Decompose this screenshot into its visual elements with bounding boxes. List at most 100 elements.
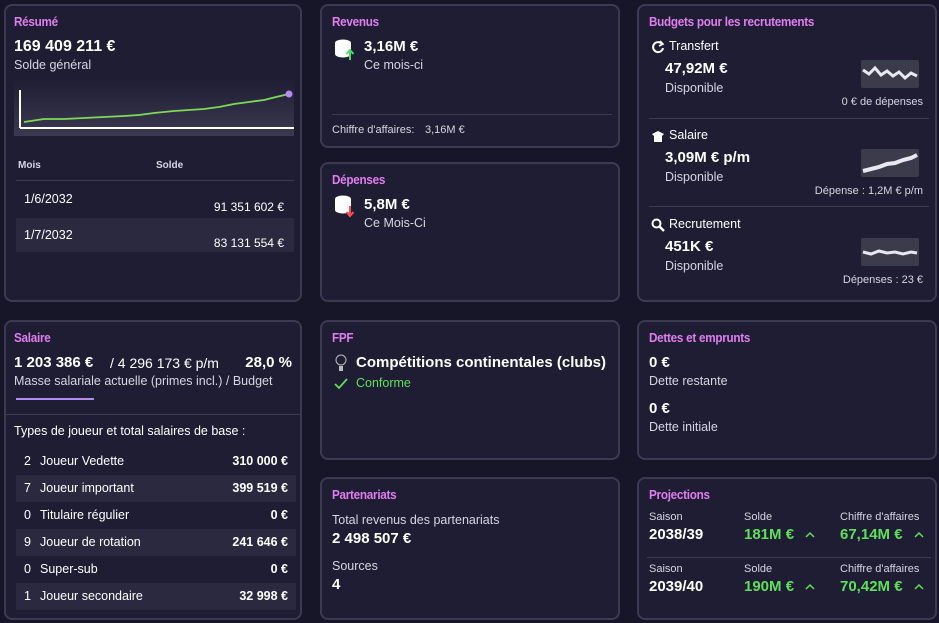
compliance-status: Conforme bbox=[356, 376, 411, 390]
budget-thumbnail bbox=[861, 149, 919, 177]
resume-panel: Résumé 169 409 211 € Solde général Mois … bbox=[4, 4, 302, 302]
panel-title: Projections bbox=[649, 487, 710, 502]
player-count: 9 bbox=[24, 535, 31, 549]
base-wages: 241 646 € bbox=[232, 535, 288, 549]
player-type: Joueur Vedette bbox=[40, 454, 125, 468]
budget-label: Salaire bbox=[669, 128, 708, 142]
budget-status: Disponible bbox=[665, 170, 724, 184]
panel-title: Salaire bbox=[14, 330, 51, 345]
column-header: Solde bbox=[156, 160, 184, 171]
balance-sparkline bbox=[14, 78, 294, 136]
footer-label: Chiffre d'affaires: bbox=[332, 124, 415, 136]
budget-label: Transfert bbox=[669, 39, 719, 53]
divider bbox=[332, 114, 612, 115]
wage-progress bbox=[16, 398, 94, 400]
current-wages: 1 203 386 € bbox=[14, 354, 94, 371]
total-label: Total revenus des partenariats bbox=[332, 513, 500, 527]
divider bbox=[16, 180, 294, 181]
total: 2 498 507 € bbox=[332, 530, 412, 547]
budget-label: Recrutement bbox=[669, 217, 741, 231]
budget-item: Recrutement 451K € Disponible Dépenses :… bbox=[639, 214, 935, 300]
base-wages: 0 € bbox=[270, 562, 288, 576]
sources: 4 bbox=[332, 576, 341, 593]
budget-amount: 3,09M € p/m bbox=[665, 149, 751, 166]
projected-revenue: 67,14M € bbox=[840, 526, 903, 543]
debt-label: Dette initiale bbox=[649, 420, 718, 434]
budget-status: Disponible bbox=[665, 81, 724, 95]
budget-amount: 47,92M € bbox=[665, 60, 728, 77]
player-type: Joueur important bbox=[40, 481, 134, 495]
debt-amount: 0 € bbox=[649, 354, 670, 371]
budget-status: Disponible bbox=[665, 259, 724, 273]
salary-row: 0 Titulaire régulier 0 € bbox=[16, 502, 296, 529]
table-row: 1/6/2032 91 351 602 € bbox=[16, 182, 294, 216]
panel-title: Dépenses bbox=[332, 172, 386, 187]
season: 2039/40 bbox=[649, 578, 704, 595]
up-chevron bbox=[805, 531, 815, 538]
panel-title: Revenus bbox=[332, 14, 379, 29]
salary-icon bbox=[652, 131, 664, 142]
up-chevron bbox=[914, 583, 924, 590]
fpf-panel: FPF Compétitions continentales (clubs) C… bbox=[320, 320, 620, 460]
sources-label: Sources bbox=[332, 559, 378, 573]
season-label: Saison bbox=[649, 511, 683, 523]
month: 1/6/2032 bbox=[24, 192, 73, 206]
amount: 3,16M € bbox=[364, 38, 419, 55]
player-count: 1 bbox=[24, 589, 31, 603]
panel-title: Budgets pour les recrutements bbox=[649, 14, 815, 29]
divider bbox=[649, 206, 929, 207]
coins-up-icon bbox=[335, 39, 355, 60]
table-row: 1/7/2032 83 131 554 € bbox=[16, 218, 294, 252]
revenue-label: Chiffre d'affaires bbox=[840, 511, 920, 523]
panel-title: Dettes et emprunts bbox=[649, 330, 751, 345]
player-count: 0 bbox=[24, 562, 31, 576]
budget-note: Dépense : 1,2M € p/m bbox=[814, 185, 923, 197]
budget-item: Transfert 47,92M € Disponible 0 € de dép… bbox=[639, 36, 935, 122]
budgets-panel: Budgets pour les recrutements Transfert … bbox=[637, 4, 937, 302]
salary-panel: Salaire 1 203 386 € / 4 296 173 € p/m 28… bbox=[4, 320, 302, 620]
debt-label: Dette restante bbox=[649, 374, 728, 388]
balance-value: 83 131 554 € bbox=[213, 236, 284, 250]
season: 2038/39 bbox=[649, 526, 704, 543]
projection-row: Saison 2039/40 Solde 190M € Chiffre d'af… bbox=[639, 563, 935, 609]
partnerships-panel: Partenariats Total revenus des partenari… bbox=[320, 477, 620, 620]
base-wages: 32 998 € bbox=[239, 589, 288, 603]
base-wages: 399 519 € bbox=[232, 481, 288, 495]
player-count: 0 bbox=[24, 508, 31, 522]
base-wages: 0 € bbox=[270, 508, 288, 522]
debt-amount: 0 € bbox=[649, 400, 670, 417]
revenue-label: Chiffre d'affaires bbox=[840, 563, 920, 575]
player-count: 2 bbox=[24, 454, 31, 468]
up-chevron bbox=[914, 531, 924, 538]
competition: Compétitions continentales (clubs) bbox=[356, 354, 607, 371]
wage-budget: / 4 296 173 € p/m bbox=[110, 355, 219, 371]
balance-label: Solde général bbox=[14, 58, 92, 72]
panel-title: FPF bbox=[332, 330, 354, 345]
projected-balance: 181M € bbox=[744, 526, 795, 543]
player-type: Titulaire régulier bbox=[40, 508, 130, 522]
player-type: Joueur secondaire bbox=[40, 589, 143, 603]
panel-title: Partenariats bbox=[332, 487, 397, 502]
salary-row: 0 Super-sub 0 € bbox=[16, 556, 296, 583]
footer-value: 3,16M € bbox=[425, 124, 465, 136]
season-label: Saison bbox=[649, 563, 683, 575]
month: 1/7/2032 bbox=[24, 228, 73, 242]
panel-title: Résumé bbox=[14, 14, 58, 29]
divider bbox=[647, 557, 931, 558]
budget-amount: 451K € bbox=[665, 238, 714, 255]
projected-revenue: 70,42M € bbox=[840, 578, 903, 595]
salary-row: 9 Joueur de rotation 241 646 € bbox=[16, 529, 296, 556]
balance-label: Solde bbox=[744, 563, 773, 575]
coins-down-icon bbox=[335, 195, 355, 218]
base-wages: 310 000 € bbox=[232, 454, 288, 468]
budget-thumbnail bbox=[861, 238, 919, 266]
wage-percent: 28,0 % bbox=[245, 354, 292, 371]
balance-value: 91 351 602 € bbox=[213, 200, 284, 214]
up-chevron bbox=[805, 583, 815, 590]
balance-label: Solde bbox=[744, 511, 773, 523]
divider bbox=[6, 414, 300, 415]
expenses-panel: Dépenses 5,8M € Ce Mois-Ci bbox=[320, 162, 620, 302]
debts-panel: Dettes et emprunts 0 € Dette restante 0 … bbox=[637, 320, 937, 460]
revenue-panel: Revenus 3,16M € Ce mois-ci Chiffre d'aff… bbox=[320, 4, 620, 148]
